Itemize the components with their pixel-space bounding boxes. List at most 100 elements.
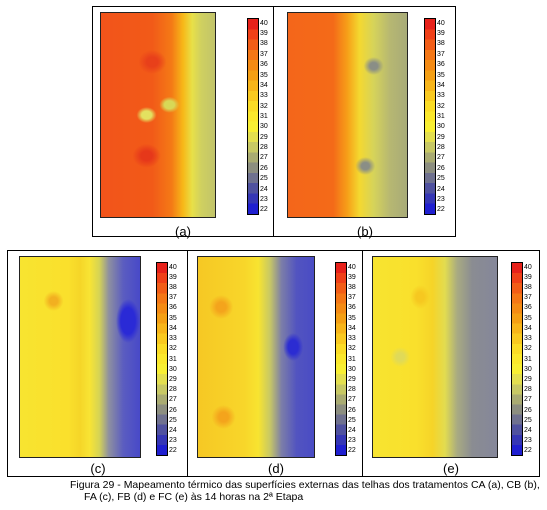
colorbar-tick-label: 25 (524, 416, 532, 424)
colorbar-tick-label: 26 (260, 164, 268, 172)
colorbar-tick-label: 35 (260, 71, 268, 79)
colorbar-tick-label: 24 (437, 185, 445, 193)
colorbar-tick-label: 31 (348, 355, 356, 363)
thermal-map-c (19, 256, 141, 458)
panel-c: 40 39 38 37 36 35 34 33 32 31 30 29 28 27 26 25 24 23 22 (… (7, 250, 188, 477)
colorbar-tick-label: 33 (260, 92, 268, 100)
panel-label-c: (c) (90, 461, 106, 476)
panel-e: 40 39 38 37 36 35 34 33 32 31 30 29 28 27 26 25 24 23 22 (… (362, 250, 540, 477)
colorbar-tick-label: 33 (348, 335, 356, 343)
colorbar-tick-label: 37 (260, 50, 268, 58)
panel-label-d: (d) (268, 461, 284, 476)
colorbar-tick-label: 27 (437, 154, 445, 162)
figure-caption: Figura 29 - Mapeamento térmico das super… (70, 479, 540, 503)
caption-line-2: FA (c), FB (d) e FC (e) às 14 horas na 2… (84, 491, 304, 503)
colorbar-d (335, 262, 347, 456)
colorbar-tick-label: 36 (169, 304, 177, 312)
colorbar-tick-label: 31 (260, 113, 268, 120)
colorbar-tick-label: 32 (260, 102, 268, 110)
panel-label-a: (a) (175, 224, 191, 239)
colorbar-ticks-e: 40 39 38 37 36 35 34 33 32 31 30 29 28 27 26 25 24 23 22 (524, 262, 538, 456)
colorbar-tick-label: 37 (169, 294, 177, 302)
colorbar-tick-label: 36 (260, 61, 268, 69)
colorbar-tick-label: 26 (437, 164, 445, 172)
colorbar-tick-label: 29 (260, 133, 268, 141)
colorbar-c (156, 262, 168, 456)
colorbar-tick-label: 27 (169, 396, 177, 404)
colorbar-tick-label: 38 (169, 284, 177, 292)
colorbar-tick-label: 28 (348, 386, 356, 394)
panel-label-e: (e) (443, 461, 459, 476)
colorbar-tick-label: 32 (169, 345, 177, 353)
colorbar-tick-label: 30 (524, 365, 532, 373)
colorbar-tick-label: 23 (260, 195, 268, 203)
colorbar-tick-label: 39 (260, 30, 268, 38)
colorbar-tick-label: 30 (348, 365, 356, 373)
colorbar-ticks-a: 40 39 38 37 36 35 34 33 32 31 30 29 28 27 26 25 24 23 22 (260, 18, 274, 215)
panel-b: 40 39 38 37 36 35 34 33 32 31 30 29 28 27 26 25 24 23 22 (… (273, 6, 456, 239)
colorbar-tick-label: 29 (169, 375, 177, 383)
colorbar-tick-label: 34 (524, 324, 532, 332)
panel-a: 40 39 38 37 36 35 34 33 32 31 30 29 28 27 26 25 24 23 22 (… (92, 6, 274, 239)
colorbar-tick-label: 36 (348, 304, 356, 312)
colorbar-tick-label: 28 (437, 144, 445, 152)
colorbar-tick-label: 25 (437, 175, 445, 183)
colorbar-tick-label: 28 (524, 386, 532, 394)
colorbar-tick-label: 24 (524, 426, 532, 434)
colorbar-tick-label: 33 (437, 92, 445, 100)
colorbar-tick-label: 26 (169, 406, 177, 414)
colorbar-tick-label: 25 (169, 416, 177, 424)
colorbar-ticks-c: 40 39 38 37 36 35 34 33 32 31 30 29 28 27 26 25 24 23 22 (169, 262, 183, 456)
colorbar-b (424, 18, 436, 215)
colorbar-tick-label: 32 (348, 345, 356, 353)
colorbar-tick-label: 38 (524, 284, 532, 292)
colorbar-tick-label: 32 (437, 102, 445, 110)
colorbar-tick-label: 34 (437, 81, 445, 89)
colorbar-tick-label: 36 (524, 304, 532, 312)
colorbar-tick-label: 38 (260, 40, 268, 48)
colorbar-tick-label: 31 (437, 113, 445, 120)
colorbar-tick-label: 34 (260, 81, 268, 89)
colorbar-tick-label: 29 (437, 133, 445, 141)
thermal-map-a (100, 12, 216, 218)
thermal-map-d (197, 256, 315, 458)
colorbar-tick-label: 37 (437, 50, 445, 58)
colorbar-tick-label: 23 (348, 437, 356, 445)
panel-label-b: (b) (357, 224, 373, 239)
colorbar-tick-label: 23 (524, 437, 532, 445)
colorbar-tick-label: 39 (524, 273, 532, 281)
colorbar-tick-label: 37 (524, 294, 532, 302)
colorbar-tick-label: 40 (260, 19, 268, 27)
colorbar-e (511, 262, 523, 456)
colorbar-tick-label: 34 (169, 324, 177, 332)
colorbar-tick-label: 37 (348, 294, 356, 302)
colorbar-tick-label: 31 (169, 355, 177, 363)
colorbar-tick-label: 35 (524, 314, 532, 322)
colorbar-tick-label: 31 (524, 355, 532, 363)
colorbar-tick-label: 27 (524, 396, 532, 404)
thermal-map-e (372, 256, 498, 458)
colorbar-tick-label: 30 (169, 365, 177, 373)
colorbar-tick-label: 22 (437, 206, 445, 214)
colorbar-tick-label: 22 (524, 447, 532, 455)
colorbar-tick-label: 39 (348, 273, 356, 281)
colorbar-tick-label: 35 (169, 314, 177, 322)
panel-d: 40 39 38 37 36 35 34 33 32 31 30 29 28 27 26 25 24 23 22 (… (187, 250, 363, 477)
caption-line-1: Figura 29 - Mapeamento térmico das super… (70, 479, 540, 491)
colorbar-a (247, 18, 259, 215)
colorbar-tick-label: 29 (348, 375, 356, 383)
colorbar-tick-label: 29 (524, 375, 532, 383)
colorbar-tick-label: 36 (437, 61, 445, 69)
colorbar-tick-label: 22 (348, 447, 356, 455)
colorbar-tick-label: 28 (260, 144, 268, 152)
colorbar-tick-label: 25 (348, 416, 356, 424)
colorbar-tick-label: 27 (348, 396, 356, 404)
colorbar-tick-label: 23 (437, 195, 445, 203)
colorbar-tick-label: 22 (260, 206, 268, 214)
colorbar-ticks-d: 40 39 38 37 36 35 34 33 32 31 30 29 28 27 26 25 24 23 22 (348, 262, 362, 456)
colorbar-tick-label: 33 (524, 335, 532, 343)
colorbar-tick-label: 40 (169, 263, 177, 271)
colorbar-tick-label: 24 (169, 426, 177, 434)
colorbar-tick-label: 39 (437, 30, 445, 38)
colorbar-tick-label: 40 (437, 19, 445, 27)
